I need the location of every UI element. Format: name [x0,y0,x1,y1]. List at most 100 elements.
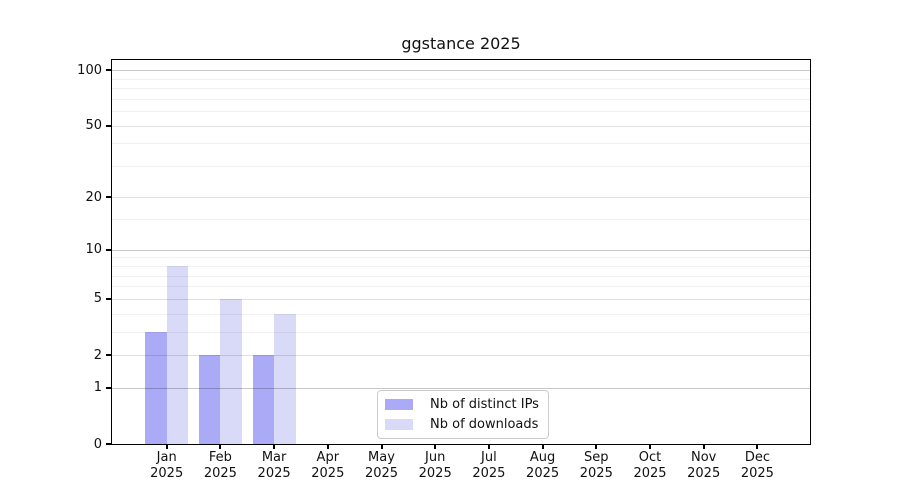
bar-jan-distinct-ips [145,331,167,444]
y-tick-mark [106,124,112,127]
y-tick-label: 20 [85,189,102,205]
legend-label-downloads: Nb of downloads [430,417,539,432]
x-tick-month: Oct [638,450,662,465]
gridline-minor [112,275,810,277]
x-tick-month: Jan [156,450,177,465]
gridline-labeled [112,197,810,199]
x-tick-mark [434,444,437,449]
y-tick-mark [106,386,112,389]
x-tick-label-oct: Oct 2025 [622,450,678,482]
legend-swatch-distinct-ips [385,399,413,410]
y-tick-mark [106,297,112,300]
gridline-labeled [112,125,810,127]
x-tick-year: 2025 [579,466,613,481]
x-tick-mark [326,444,329,449]
x-tick-year: 2025 [633,466,667,481]
legend: Nb of distinct IPs Nb of downloads [377,390,549,439]
y-tick-label: 100 [77,62,102,78]
x-tick-month: Jul [481,450,497,465]
y-tick-label: 1 [93,380,102,396]
x-tick-label-may: May 2025 [354,450,410,482]
x-tick-month: Mar [261,450,287,465]
gridline-minor [112,98,810,100]
gridline-minor [112,219,810,221]
x-tick-month: Nov [691,450,717,465]
x-tick-year: 2025 [472,466,506,481]
x-tick-label-mar: Mar 2025 [246,450,302,482]
gridline-minor [112,111,810,113]
x-tick-label-aug: Aug 2025 [515,450,571,482]
y-tick-mark [106,69,112,72]
x-tick-mark [756,444,759,449]
x-tick-month: May [368,450,395,465]
gridline-minor [112,143,810,145]
bar-jan-downloads [166,266,189,444]
x-tick-year: 2025 [526,466,560,481]
gridline-decade [112,70,810,72]
x-tick-label-feb: Feb 2025 [192,450,248,482]
x-tick-month: Jun [425,450,446,465]
gridline-minor [112,257,810,259]
x-tick-year: 2025 [203,466,237,481]
x-tick-month: Apr [316,450,340,465]
bar-feb-distinct-ips [198,355,221,444]
legend-swatch-downloads [385,419,413,430]
y-tick-label: 5 [93,291,102,307]
x-tick-year: 2025 [687,466,721,481]
y-tick-label: 50 [85,118,102,134]
x-tick-mark [595,444,598,449]
plot-area: Nb of distinct IPs Nb of downloads [112,60,810,444]
x-tick-month: Aug [529,450,556,465]
x-tick-label-jan: Jan 2025 [139,450,195,482]
x-tick-label-sep: Sep 2025 [568,450,624,482]
y-tick-mark [106,196,112,199]
x-tick-mark [219,444,222,449]
x-tick-year: 2025 [364,466,399,481]
gridline-minor [112,331,810,333]
x-tick-mark [273,444,276,449]
legend-label-distinct-ips: Nb of distinct IPs [430,397,539,412]
y-tick-mark [106,248,112,251]
gridline-minor [112,313,810,315]
x-tick-label-dec: Dec 2025 [729,450,785,482]
bar-mar-downloads [274,313,296,444]
y-tick-mark [106,443,112,445]
bar-mar-distinct-ips [252,355,275,444]
x-tick-mark [165,444,168,449]
gridline-minor [112,286,810,288]
legend-item-distinct-ips: Nb of distinct IPs [385,396,539,413]
x-tick-year: 2025 [311,466,345,481]
gridline-decade [112,249,810,251]
gridline-minor [112,88,810,90]
x-tick-month: Sep [584,450,609,465]
x-tick-year: 2025 [418,466,452,481]
y-tick-label: 2 [93,347,102,363]
bar-feb-downloads [220,298,242,444]
gridline-decade [112,387,810,389]
x-tick-year: 2025 [150,466,184,481]
x-tick-year: 2025 [257,466,291,481]
x-tick-label-nov: Nov 2025 [676,450,732,482]
x-tick-mark [487,444,490,449]
legend-item-downloads: Nb of downloads [385,416,539,433]
gridline-minor [112,78,810,80]
x-tick-month: Feb [208,450,232,465]
x-tick-label-jul: Jul 2025 [461,450,517,482]
gridline-labeled [112,298,810,300]
y-tick-mark [106,354,112,356]
x-tick-month: Dec [744,450,770,465]
gridline-minor [112,165,810,167]
x-tick-mark [649,444,651,449]
x-tick-mark [702,444,705,449]
x-tick-label-apr: Apr 2025 [300,450,356,482]
x-tick-label-jun: Jun 2025 [407,450,463,482]
y-tick-label: 10 [85,242,102,258]
x-tick-year: 2025 [740,466,774,481]
x-tick-mark [541,444,544,449]
y-tick-label: 0 [93,436,102,452]
x-tick-mark [380,444,383,449]
gridline-minor [112,266,810,268]
chart-title: ggstance 2025 [401,34,521,53]
gridline-labeled [112,355,810,356]
